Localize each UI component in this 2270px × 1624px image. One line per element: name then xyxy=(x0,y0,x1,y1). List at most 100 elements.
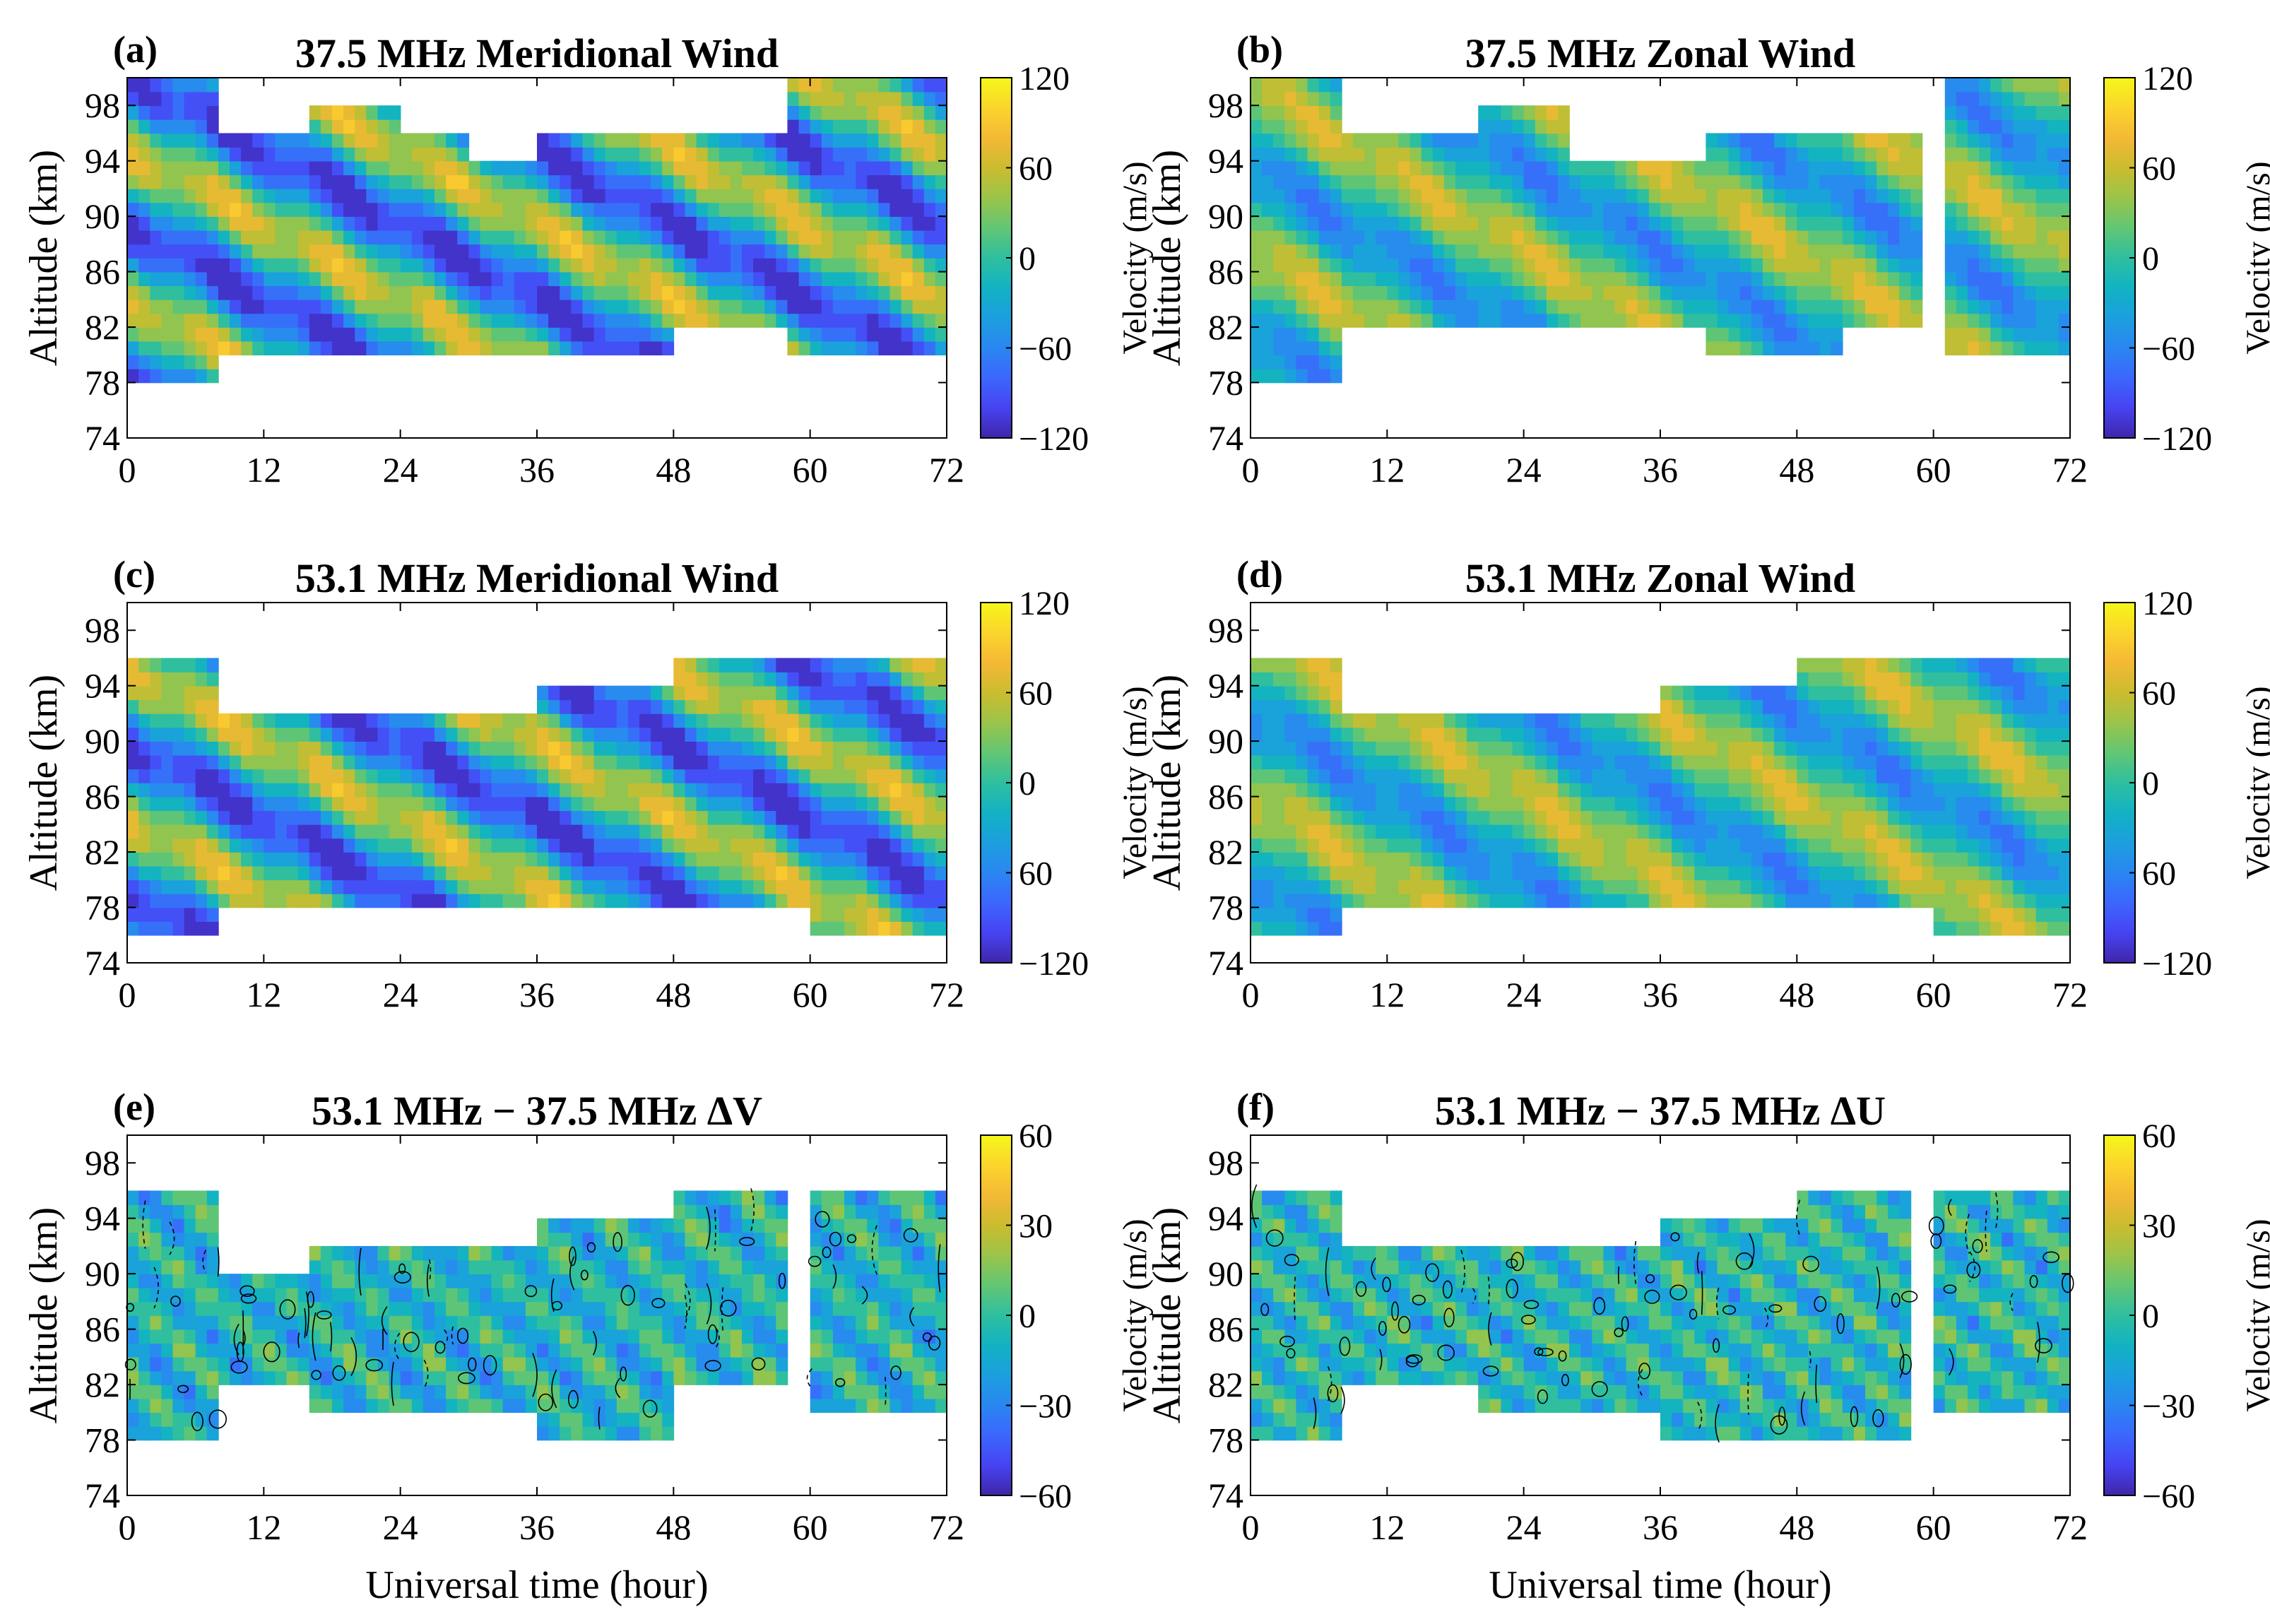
heatmap-cell xyxy=(821,865,834,881)
heatmap-cell xyxy=(1535,754,1547,770)
heatmap-cell xyxy=(1284,658,1297,672)
heatmap-cell xyxy=(1706,824,1718,839)
heatmap-cell xyxy=(1751,852,1763,867)
heatmap-cell xyxy=(1284,119,1297,134)
heatmap-cell xyxy=(719,147,731,162)
heatmap-cell xyxy=(605,810,617,825)
heatmap-cell xyxy=(651,699,663,714)
heatmap-cell xyxy=(343,160,356,176)
heatmap-cell xyxy=(264,810,276,825)
heatmap-cell xyxy=(707,893,720,908)
heatmap-cell xyxy=(161,119,174,134)
heatmap-cell xyxy=(639,685,651,701)
heatmap-cell xyxy=(593,685,606,701)
heatmap-cell xyxy=(161,838,174,853)
heatmap-cell xyxy=(1569,202,1582,217)
heatmap-cell xyxy=(1262,299,1275,314)
heatmap-cell xyxy=(1387,299,1400,314)
heatmap-cell xyxy=(332,244,344,259)
heatmap-cell xyxy=(1831,271,1843,287)
heatmap-cell xyxy=(1888,879,1900,894)
heatmap-cell xyxy=(719,893,731,908)
heatmap-cell xyxy=(764,685,777,701)
heatmap-cell xyxy=(730,893,743,908)
heatmap-cell xyxy=(297,824,310,839)
heatmap-cell xyxy=(1580,741,1593,756)
heatmap-cell xyxy=(1284,796,1297,812)
heatmap-cell xyxy=(844,78,856,93)
heatmap-cell xyxy=(1443,133,1456,148)
heatmap-cell xyxy=(821,754,834,770)
heatmap-cell xyxy=(1717,727,1730,742)
heatmap-cell xyxy=(435,727,447,742)
heatmap-cell xyxy=(252,852,265,867)
heatmap-cell xyxy=(1296,368,1308,384)
heatmap-cell xyxy=(400,824,413,839)
heatmap-cell xyxy=(297,810,310,825)
heatmap-cell xyxy=(889,285,902,300)
heatmap-cell xyxy=(366,865,379,881)
heatmap-cell xyxy=(2035,258,2048,273)
heatmap-cell xyxy=(1478,769,1491,783)
heatmap-cell xyxy=(1409,147,1422,162)
heatmap-cell xyxy=(1717,216,1730,231)
heatmap-cell xyxy=(662,783,675,798)
heatmap-cell xyxy=(1979,727,1992,742)
heatmap-cell xyxy=(206,921,219,936)
heatmap-cell xyxy=(582,327,595,342)
heatmap-cell xyxy=(161,741,174,756)
heatmap-cell xyxy=(320,893,333,908)
heatmap-cell xyxy=(742,810,754,825)
heatmap-cell xyxy=(2002,852,2014,867)
heatmap-cell xyxy=(525,299,538,314)
heatmap-cell xyxy=(1853,258,1866,273)
heatmap-cell xyxy=(1455,824,1467,839)
heatmap-cell xyxy=(821,78,834,93)
y-axis-label: Altitude (km) xyxy=(22,150,66,366)
heatmap-cell xyxy=(1535,216,1547,231)
heatmap-cell xyxy=(867,865,880,881)
heatmap-cell xyxy=(502,741,515,756)
heatmap-cell xyxy=(1330,769,1342,783)
heatmap-cell xyxy=(1512,105,1525,120)
heatmap-cell xyxy=(2058,230,2071,245)
colorbar-tick-label: −60 xyxy=(1019,331,1072,368)
heatmap-cell xyxy=(1717,824,1730,839)
heatmap-cell xyxy=(241,879,254,894)
heatmap-cell xyxy=(867,852,880,867)
heatmap-cell xyxy=(673,769,686,783)
heatmap-cell xyxy=(1717,810,1730,825)
heatmap-cell xyxy=(1706,893,1718,908)
heatmap-cell xyxy=(1546,230,1559,245)
heatmap-cell xyxy=(719,202,731,217)
heatmap-cell xyxy=(400,769,413,783)
heatmap-cell xyxy=(685,699,697,714)
heatmap-cell xyxy=(172,147,185,162)
heatmap-cell xyxy=(502,258,515,273)
heatmap-cell xyxy=(491,340,504,356)
heatmap-cell xyxy=(2058,879,2071,894)
y-tick-label: 94 xyxy=(85,141,120,181)
heatmap-cell xyxy=(798,244,811,259)
heatmap-cell xyxy=(1535,188,1547,203)
heatmap-cell xyxy=(923,658,936,672)
heatmap-cell xyxy=(1944,133,1957,148)
y-tick-label: 90 xyxy=(1208,196,1243,236)
heatmap-cell xyxy=(787,160,800,176)
heatmap-cell xyxy=(1865,838,1877,853)
heatmap-cell xyxy=(1865,174,1877,189)
heatmap-cell xyxy=(707,685,720,701)
heatmap-cell xyxy=(1467,727,1479,742)
heatmap-cell xyxy=(832,91,845,107)
heatmap-cell xyxy=(1706,299,1718,314)
heatmap-cell xyxy=(1296,299,1308,314)
heatmap-cell xyxy=(1501,285,1513,300)
heatmap-cell xyxy=(2058,824,2071,839)
heatmap-cell xyxy=(309,893,321,908)
heatmap-cell xyxy=(514,893,526,908)
heatmap-cell xyxy=(776,893,788,908)
heatmap-cell xyxy=(1853,783,1866,798)
heatmap-cell xyxy=(1296,258,1308,273)
heatmap-cell xyxy=(1865,713,1877,728)
heatmap-cell xyxy=(560,133,572,148)
